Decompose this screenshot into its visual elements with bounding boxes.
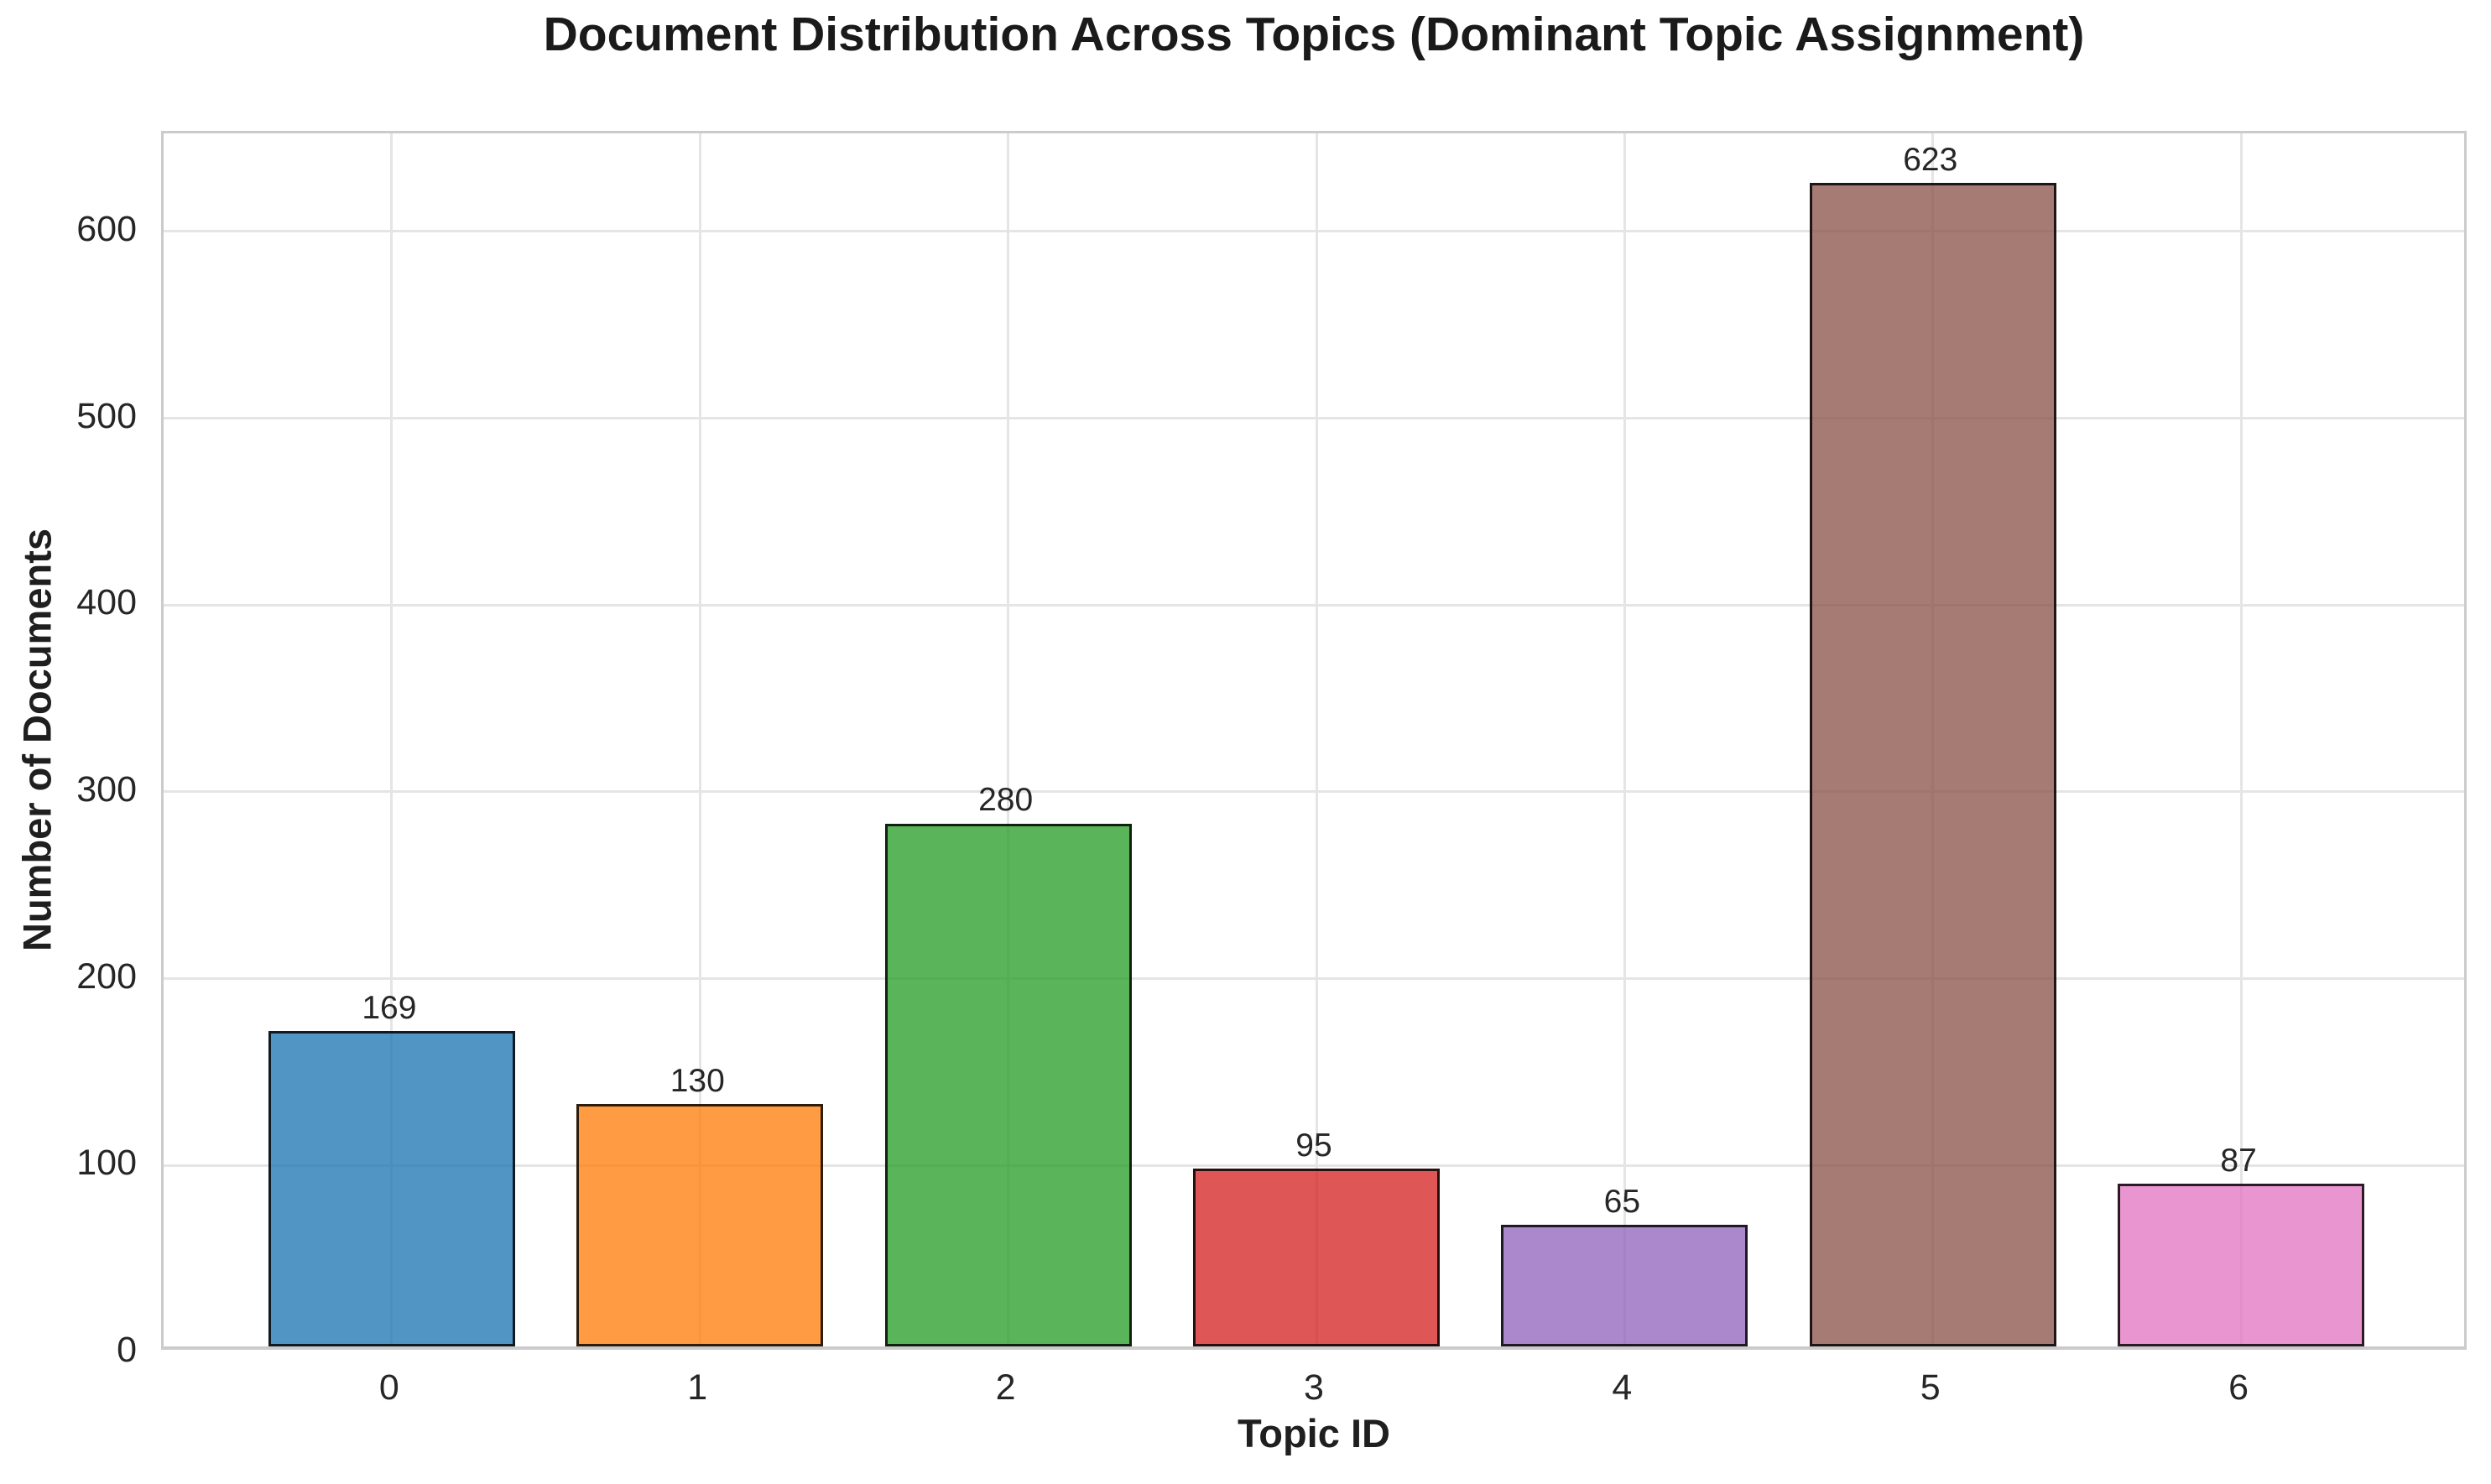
gridline-v-0 bbox=[390, 133, 393, 1346]
gridline-h-400 bbox=[164, 603, 2464, 607]
bar-value-label-1: 130 bbox=[670, 1062, 725, 1099]
gridline-v-3 bbox=[1315, 133, 1318, 1346]
gridline-h-500 bbox=[164, 417, 2464, 420]
bar-topic-2 bbox=[884, 823, 1132, 1346]
x-tick-label-4: 4 bbox=[1612, 1367, 1633, 1408]
bar-value-label-6: 87 bbox=[2220, 1143, 2257, 1179]
bar-value-label-2: 280 bbox=[978, 782, 1034, 819]
gridline-v-4 bbox=[1623, 133, 1626, 1346]
y-tick-label-200: 200 bbox=[76, 955, 137, 997]
gridline-h-600 bbox=[164, 230, 2464, 233]
bar-value-label-4: 65 bbox=[1603, 1184, 1641, 1221]
gridline-h-100 bbox=[164, 1164, 2464, 1167]
gridline-v-2 bbox=[1007, 133, 1010, 1346]
y-tick-label-0: 0 bbox=[117, 1330, 137, 1370]
x-tick-label-6: 6 bbox=[2228, 1367, 2249, 1408]
x-tick-label-5: 5 bbox=[1920, 1367, 1941, 1408]
x-axis-title: Topic ID bbox=[1238, 1411, 1390, 1455]
y-tick-label-400: 400 bbox=[76, 582, 137, 623]
bar-value-label-0: 169 bbox=[362, 989, 417, 1026]
x-tick-label-1: 1 bbox=[687, 1367, 708, 1408]
bar-topic-5 bbox=[1809, 182, 2056, 1346]
bar-topic-0 bbox=[268, 1030, 515, 1346]
y-tick-label-500: 500 bbox=[76, 395, 137, 436]
plot-area bbox=[161, 131, 2467, 1350]
y-tick-label-100: 100 bbox=[76, 1143, 137, 1184]
gridline-h-200 bbox=[164, 977, 2464, 981]
bar-topic-6 bbox=[2118, 1184, 2365, 1346]
bar-value-label-3: 95 bbox=[1295, 1127, 1332, 1164]
gridline-v-6 bbox=[2239, 133, 2243, 1346]
chart-title: Document Distribution Across Topics (Dom… bbox=[543, 8, 2085, 61]
y-tick-label-600: 600 bbox=[76, 208, 137, 249]
gridline-h-300 bbox=[164, 790, 2464, 794]
x-tick-label-2: 2 bbox=[995, 1367, 1016, 1408]
x-tick-label-0: 0 bbox=[378, 1367, 399, 1408]
bar-topic-4 bbox=[1501, 1225, 1748, 1346]
gridline-v-1 bbox=[698, 133, 701, 1346]
bar-topic-1 bbox=[576, 1103, 824, 1346]
y-tick-label-300: 300 bbox=[76, 768, 137, 810]
bar-value-label-5: 623 bbox=[1903, 141, 1958, 178]
x-tick-label-3: 3 bbox=[1304, 1367, 1324, 1408]
bar-topic-3 bbox=[1193, 1169, 1440, 1346]
y-axis-title: Number of Documents bbox=[14, 529, 60, 951]
